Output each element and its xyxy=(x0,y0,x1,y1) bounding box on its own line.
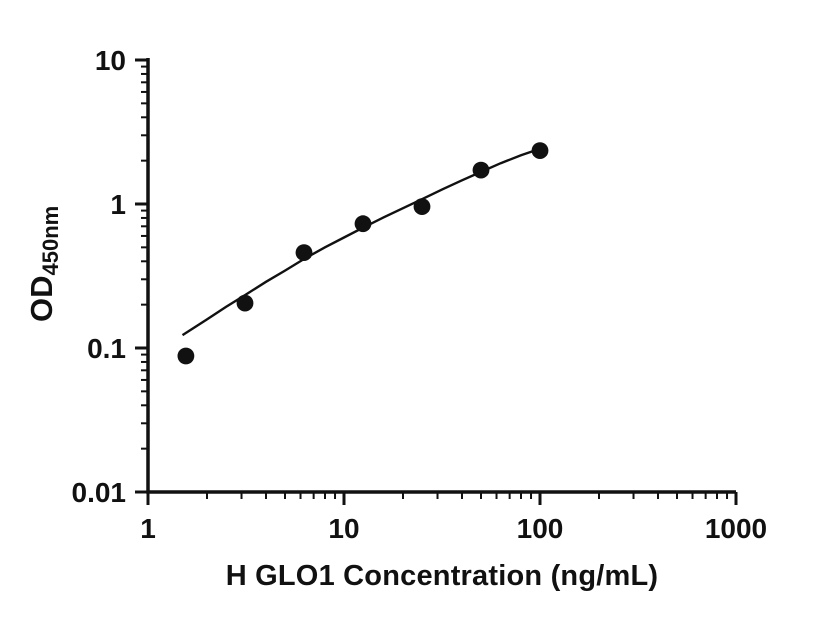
fit-curve xyxy=(181,147,541,337)
axis-spines xyxy=(146,58,736,494)
x-axis-label: H GLO1 Concentration (ng/mL) xyxy=(225,560,659,592)
data-point xyxy=(177,347,195,365)
y-tick-label: 1 xyxy=(110,189,126,220)
x-tick-label: 1 xyxy=(140,513,156,544)
x-tick-label: 100 xyxy=(517,513,564,544)
x-tick-label: 1000 xyxy=(705,513,767,544)
y-tick-label: 10 xyxy=(95,45,126,76)
data-point xyxy=(295,244,313,261)
data-point xyxy=(531,142,549,160)
data-point xyxy=(236,294,254,312)
y-axis-label-subscript: 450nm xyxy=(38,205,64,276)
y-tick-label: 0.01 xyxy=(72,477,127,508)
x-tick-label: 10 xyxy=(328,513,359,544)
data-point xyxy=(413,198,431,216)
y-axis-label: OD450nm xyxy=(24,206,64,322)
y-axis-label-main: OD xyxy=(24,275,59,323)
y-tick-label: 0.1 xyxy=(87,333,126,364)
data-point xyxy=(354,215,372,233)
data-point xyxy=(472,161,490,179)
